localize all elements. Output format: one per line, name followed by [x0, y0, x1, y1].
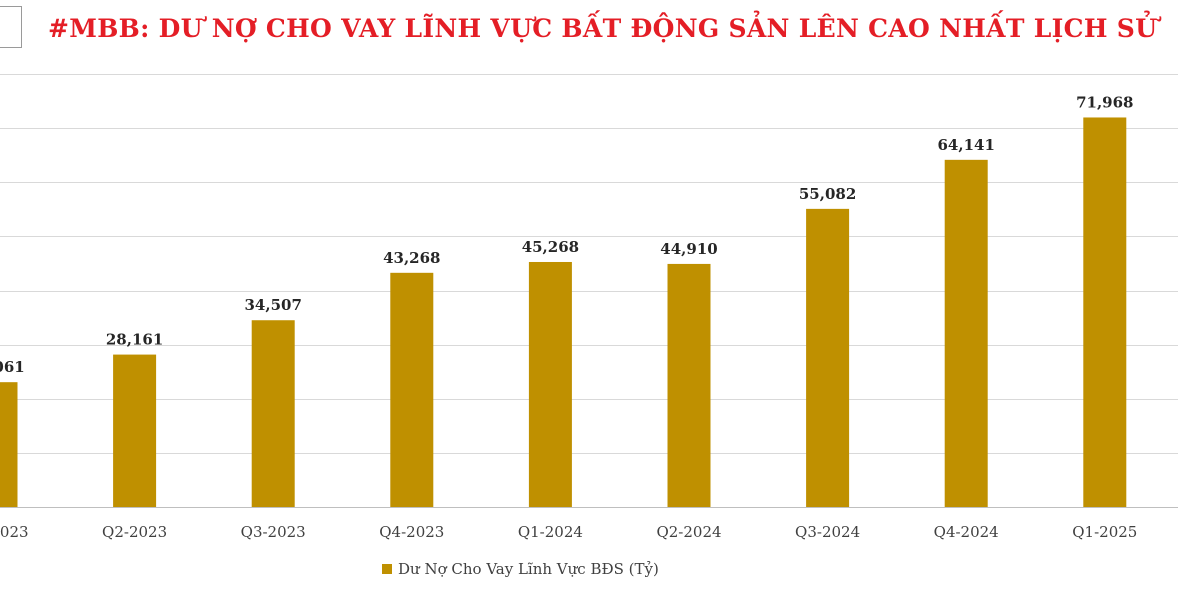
- bar: [944, 159, 988, 507]
- data-label: 43,268: [383, 249, 440, 267]
- x-tick-label: Q1-2024: [518, 523, 583, 541]
- data-label: 71,968: [1076, 93, 1133, 111]
- data-label: 45,268: [522, 238, 579, 256]
- x-tick-label: Q1-2025: [1072, 523, 1137, 541]
- data-label: 55,082: [799, 185, 856, 203]
- x-tick-label: Q4-2024: [934, 523, 999, 541]
- data-label: 23,061: [0, 358, 25, 376]
- x-tick-label: Q3-2024: [795, 523, 860, 541]
- x-tick-label: Q2-2024: [656, 523, 721, 541]
- legend-swatch: [382, 564, 392, 574]
- bar: [667, 263, 711, 507]
- x-tick-label: Q3-2023: [241, 523, 306, 541]
- x-tick-label: Q4-2023: [379, 523, 444, 541]
- data-label: 28,161: [106, 331, 163, 349]
- bar: [251, 320, 295, 507]
- bar: [390, 272, 434, 507]
- legend-label: Dư Nợ Cho Vay Lĩnh Vực BĐS (Tỷ): [398, 560, 659, 578]
- x-tick-label: Q2-2023: [102, 523, 167, 541]
- bar: [806, 208, 850, 508]
- bar: [528, 261, 572, 507]
- logo-frame: [0, 6, 22, 48]
- bar: [113, 354, 157, 507]
- bar: [1083, 117, 1127, 507]
- data-label: 34,507: [244, 296, 301, 314]
- chart-title: #MBB: DƯ NỢ CHO VAY LĨNH VỰC BẤT ĐỘNG SẢ…: [48, 14, 1158, 43]
- data-label: 64,141: [937, 136, 994, 154]
- x-tick-label: Q1-2023: [0, 523, 29, 541]
- bar: [0, 382, 18, 507]
- data-label: 44,910: [660, 240, 717, 258]
